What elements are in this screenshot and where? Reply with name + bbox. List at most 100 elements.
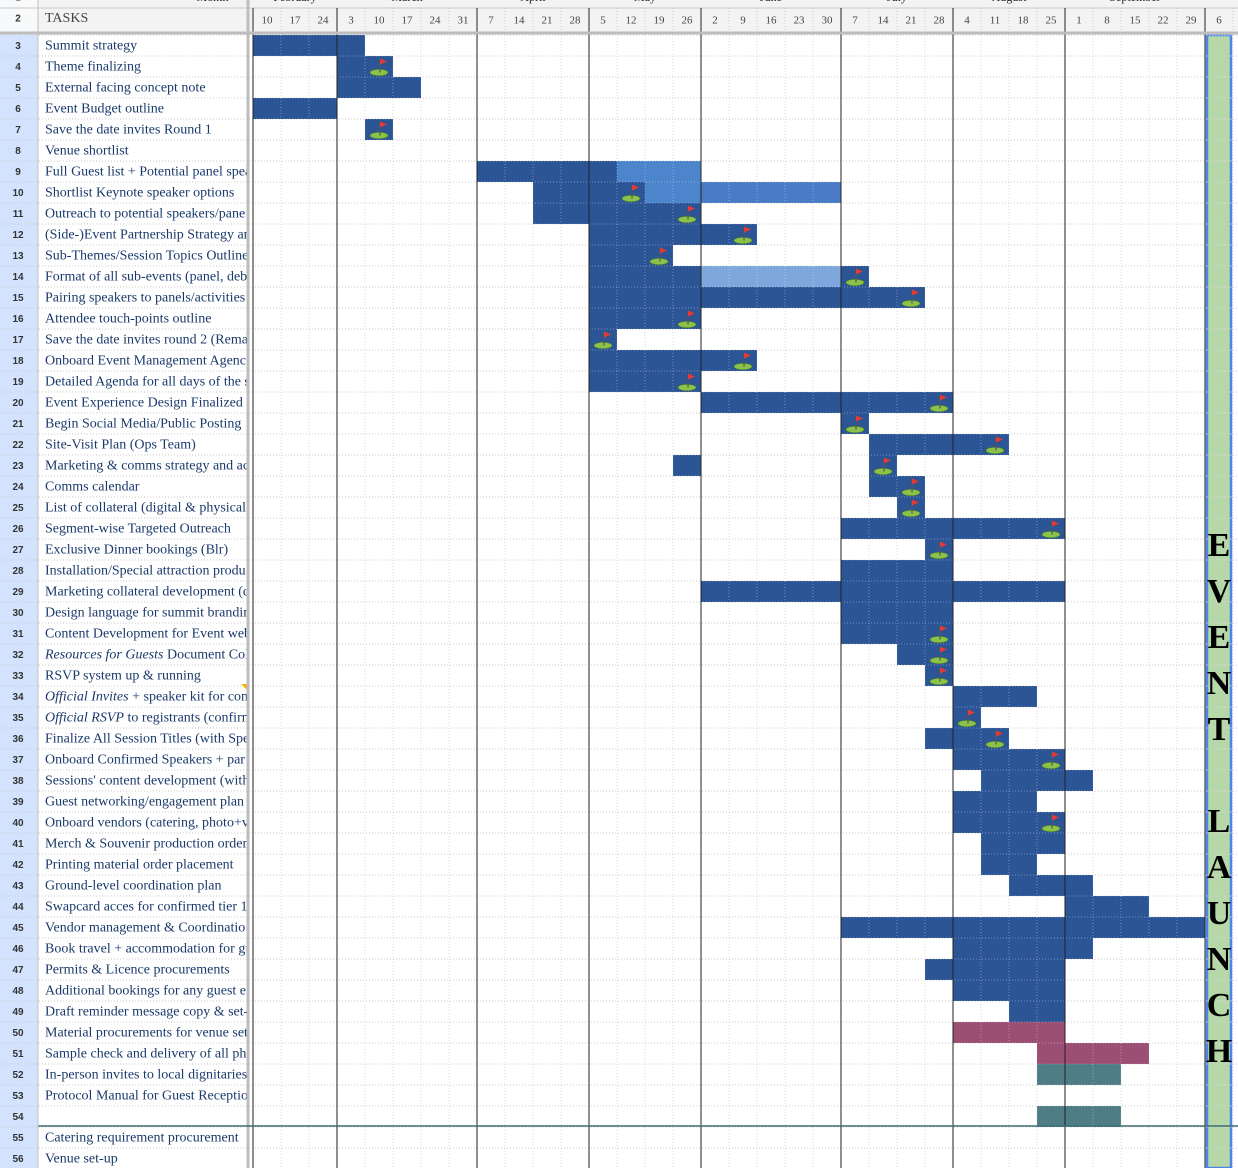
task-name-text: to registrants (confirm	[124, 711, 253, 726]
flag-cloth	[744, 352, 751, 359]
row-number: 22	[12, 440, 24, 451]
task-name: Material procurements for venue set	[45, 1026, 248, 1041]
task-name-text: Site-Visit Plan (Ops Team)	[45, 438, 196, 453]
launch-letter: C	[1207, 987, 1232, 1024]
launch-letter: N	[1207, 941, 1232, 978]
flag-green	[621, 194, 641, 203]
task-name-text: Event Experience Design Finalized	[45, 396, 243, 411]
row-number: 36	[12, 734, 24, 745]
task-name: Official RSVP to registrants (confirm	[45, 711, 253, 726]
milestone-flag	[1041, 814, 1061, 833]
milestone-flag	[733, 226, 753, 245]
task-name-text: Begin Social Media/Public Posting	[45, 417, 241, 432]
task-bar	[925, 959, 1065, 980]
task-name: Onboard Event Management Agenc	[45, 354, 246, 369]
task-bar	[645, 182, 701, 203]
tasks-header: TASKS	[45, 11, 88, 26]
task-name-text: Protocol Manual for Guest Receptio	[45, 1089, 248, 1104]
task-name-text: Exclusive Dinner bookings (Blr)	[45, 543, 228, 558]
task-name: Format of all sub-events (panel, deba	[45, 270, 254, 285]
row-number: 41	[12, 839, 24, 850]
milestone-flag	[677, 310, 697, 329]
task-name-italic: Resources for Guests	[44, 648, 164, 663]
task-name-text: Sessions' content development (with	[45, 774, 249, 789]
task-name: Content Development for Event web	[45, 627, 251, 642]
task-name: Sample check and delivery of all phys	[45, 1047, 259, 1062]
week-label: 8	[1104, 15, 1110, 27]
row-number: 50	[12, 1028, 24, 1039]
week-label: 5	[600, 15, 606, 27]
milestone-flag	[957, 709, 977, 728]
task-bar	[533, 203, 701, 224]
week-label: 14	[878, 15, 890, 27]
task-bar	[841, 560, 953, 581]
flag-cloth	[744, 226, 751, 233]
month-label: April	[520, 0, 546, 4]
task-bar	[1037, 1064, 1121, 1085]
row-number: 45	[12, 923, 24, 934]
week-label: 16	[766, 15, 778, 27]
task-name-text: Permits & Licence procurements	[45, 963, 230, 978]
task-name: Official Invites + speaker kit for conf	[45, 690, 253, 705]
week-label: 24	[318, 15, 330, 27]
week-label: 10	[262, 15, 274, 27]
launch-letter: E	[1208, 619, 1231, 656]
task-name: Pairing speakers to panels/activities (	[45, 291, 254, 306]
flag-green	[733, 236, 753, 245]
row-number: 5	[15, 83, 21, 94]
task-name: Finalize All Session Titles (with Spea	[45, 732, 256, 747]
row-number: 23	[12, 461, 24, 472]
flag-green	[369, 131, 389, 140]
row-number: 42	[12, 860, 24, 871]
task-name: Onboard Confirmed Speakers + par	[45, 753, 245, 768]
task-bar	[953, 812, 1065, 833]
task-name: List of collateral (digital & physical) …	[45, 501, 259, 516]
milestone-flag	[985, 436, 1005, 455]
task-name: Ground-level coordination plan	[45, 879, 222, 894]
row-number: 17	[12, 335, 24, 346]
task-name-text: Format of all sub-events (panel, deba	[45, 270, 254, 285]
row-number: 40	[12, 818, 24, 829]
row-number: 43	[12, 881, 24, 892]
flag-cloth	[856, 268, 863, 275]
row-number: 18	[12, 356, 24, 367]
task-bar	[1065, 896, 1149, 917]
week-label: 2	[712, 15, 718, 27]
flag-green	[901, 488, 921, 497]
task-name: Design language for summit brandin	[45, 606, 250, 621]
task-name: Installation/Special attraction produ	[45, 564, 246, 579]
flag-cloth	[996, 730, 1003, 737]
task-bar	[953, 791, 1037, 812]
row-number: 1	[15, 0, 21, 4]
row-number: 13	[12, 251, 24, 262]
flag-cloth	[884, 457, 891, 464]
row-number: 44	[12, 902, 24, 913]
week-label: 3	[348, 15, 354, 27]
row-number: 37	[12, 755, 24, 766]
task-name: Venue set-up	[45, 1152, 118, 1167]
row-number: 8	[15, 146, 21, 157]
flag-green	[677, 383, 697, 392]
flag-cloth	[856, 415, 863, 422]
task-name: Merch & Souvenir production order	[45, 837, 248, 852]
week-label: 14	[514, 15, 526, 27]
launch-letter: L	[1208, 803, 1231, 840]
task-name-text: Marketing collateral development (d	[45, 585, 250, 600]
task-bar	[841, 623, 953, 644]
launch-letter: E	[1208, 527, 1231, 564]
task-name-text: Onboard Confirmed Speakers + par	[45, 753, 245, 768]
flag-cloth	[940, 667, 947, 674]
task-bar	[981, 833, 1065, 854]
milestone-flag	[677, 373, 697, 392]
week-label: 25	[1046, 15, 1058, 27]
task-bar	[589, 350, 757, 371]
flag-cloth	[380, 58, 387, 65]
task-name-text: Installation/Special attraction produ	[45, 564, 246, 579]
month-label: May	[634, 0, 656, 4]
task-name: Marketing collateral development (d	[45, 585, 250, 600]
milestone-flag	[593, 331, 613, 350]
flag-green	[929, 551, 949, 560]
task-bar	[1009, 875, 1093, 896]
row-number: 25	[12, 503, 24, 514]
